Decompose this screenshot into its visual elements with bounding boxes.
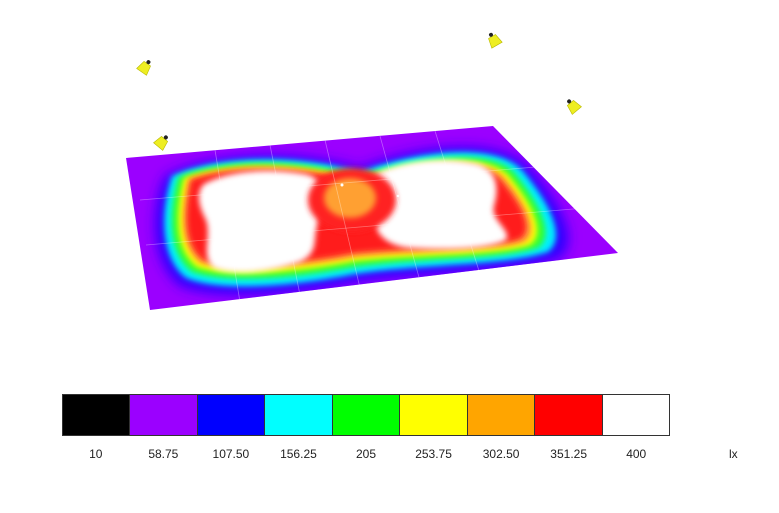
floodlight-icon xyxy=(136,60,151,76)
illuminance-plane xyxy=(126,126,618,310)
legend-swatch xyxy=(197,395,266,435)
unit-label: lx xyxy=(729,447,738,461)
legend-swatch xyxy=(602,395,669,435)
floodlight-icon xyxy=(566,99,582,115)
legend-tick-label: 205 xyxy=(355,447,377,461)
legend-swatch xyxy=(535,395,603,435)
legend-swatch xyxy=(400,395,468,435)
band-white-left xyxy=(198,170,324,273)
legend-tick-label: 10 xyxy=(89,447,103,461)
floodlight-icon xyxy=(153,135,169,151)
legend-swatch xyxy=(332,395,401,435)
legend-swatch xyxy=(467,395,536,435)
hotspot-orange xyxy=(324,178,376,218)
legend-tick-label: 253.75 xyxy=(415,447,452,461)
band-white-right xyxy=(368,160,508,250)
legend-tick-label: 351.25 xyxy=(550,447,588,461)
center-marker xyxy=(340,183,344,187)
legend-swatch xyxy=(265,395,333,435)
legend-tick-label: 107.50 xyxy=(212,447,250,461)
legend-tick-label: 400 xyxy=(626,447,647,461)
color-legend xyxy=(62,394,670,436)
legend-swatch xyxy=(130,395,198,435)
floodlight-icon xyxy=(488,32,503,49)
legend-tick-label: 58.75 xyxy=(148,447,179,461)
legend-tick-label: 156.25 xyxy=(280,447,317,461)
legend-swatch xyxy=(63,395,131,435)
legend-tick-label: 302.50 xyxy=(482,447,520,461)
plane-grid xyxy=(139,130,586,303)
center-marker xyxy=(396,194,400,198)
